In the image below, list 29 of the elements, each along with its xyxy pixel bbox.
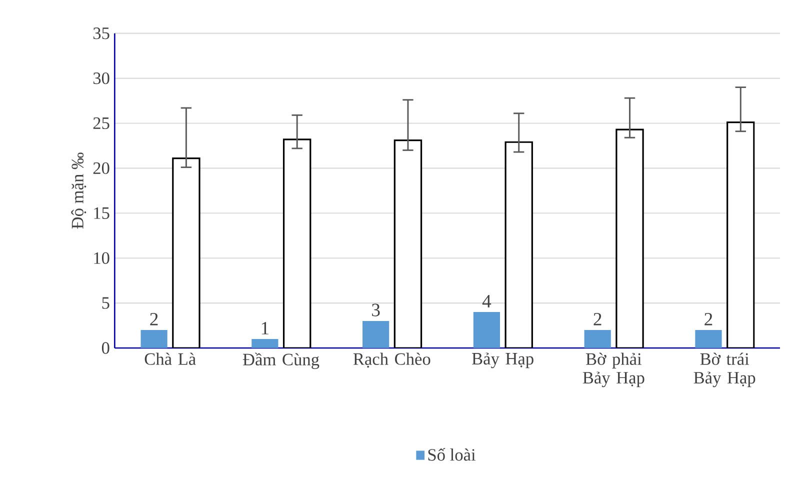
bar (726, 122, 755, 348)
y-tick-label: 25 (93, 117, 110, 130)
y-tick-label: 35 (93, 28, 110, 40)
y-tick-label: 5 (102, 297, 110, 309)
bar (584, 330, 611, 348)
x-tick-label: Đầm Cùng (242, 352, 320, 370)
bar (695, 330, 722, 348)
data-label: 4 (482, 295, 492, 308)
data-label: 2 (594, 312, 602, 326)
bar (140, 330, 168, 348)
bar (362, 321, 390, 348)
x-tick-label: Bờ trái Bảy Hạp (694, 352, 756, 388)
legend-label: Số loài (428, 448, 476, 461)
y-tick-label: 30 (93, 72, 110, 84)
x-tick-label: Bảy Hạp (472, 352, 534, 368)
y-axis-title: Độ mặn ‰ (71, 152, 86, 229)
bar (252, 339, 278, 348)
y-tick-label: 20 (93, 162, 110, 174)
x-tick-label: Chà Là (144, 352, 196, 365)
y-tick-label: 10 (94, 252, 110, 264)
data-label: 2 (704, 312, 712, 326)
data-label: 2 (150, 312, 158, 326)
data-label: 1 (262, 322, 268, 334)
x-tick-label: Bờ phải Bảy Hạp (582, 352, 644, 388)
y-tick-label: 0 (102, 342, 110, 354)
bar (473, 312, 500, 348)
x-tick-label: Rạch Chèo (353, 352, 430, 368)
data-label: 3 (372, 304, 380, 316)
y-tick-label: 15 (94, 207, 110, 219)
